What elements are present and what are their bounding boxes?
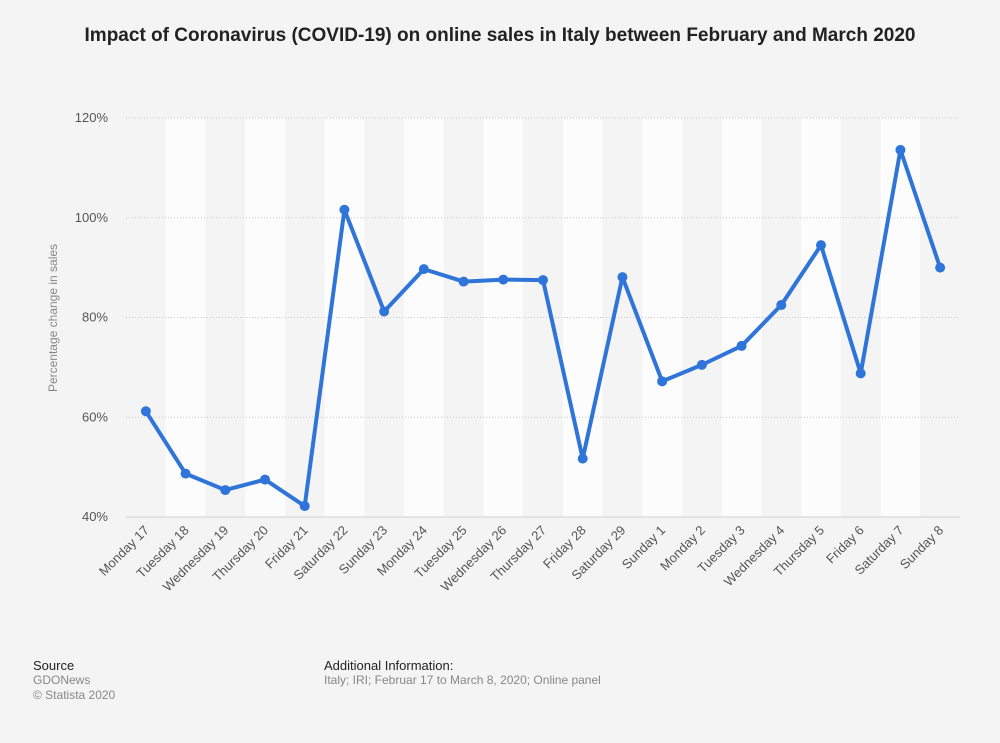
data-point (696, 359, 707, 370)
data-point (776, 300, 787, 311)
data-point (816, 240, 826, 251)
data-point (498, 274, 509, 285)
data-point (895, 144, 906, 155)
source-block: Source GDONews © Statista 2020 (33, 658, 115, 703)
data-point (418, 264, 429, 275)
y-axis-label: Percentage change in sales (46, 244, 60, 392)
data-point (577, 453, 588, 464)
y-tick-label: 120% (75, 110, 109, 125)
data-point (935, 262, 946, 273)
data-point (339, 204, 350, 215)
data-point (220, 485, 231, 496)
additional-info-block: Additional Information: Italy; IRI; Febr… (324, 658, 601, 688)
data-point (299, 501, 310, 512)
chart-title: Impact of Coronavirus (COVID-19) on onli… (84, 25, 916, 46)
data-point (458, 276, 469, 287)
data-point (617, 272, 628, 283)
series-sales-change (140, 144, 946, 512)
copyright: © Statista 2020 (33, 688, 116, 702)
data-point (140, 406, 151, 417)
plot-bands (165, 118, 921, 517)
data-point (657, 376, 668, 387)
source-label: Source (33, 658, 75, 673)
y-tick-label: 40% (82, 509, 108, 524)
x-tick-label: Sunday 8 (897, 523, 946, 572)
source-name: GDONews (33, 673, 91, 687)
data-point (736, 340, 747, 351)
y-tick-label: 60% (82, 409, 108, 424)
y-tick-label: 100% (75, 210, 109, 225)
data-point (855, 368, 866, 379)
y-axis-ticks: 40% 60% 80% 100% 120% (75, 110, 109, 524)
data-point (260, 474, 270, 485)
grid-lines (126, 117, 960, 518)
additional-info-label: Additional Information: (324, 658, 454, 673)
additional-info-text: Italy; IRI; Februar 17 to March 8, 2020;… (324, 673, 601, 687)
data-point (538, 275, 548, 286)
data-point (379, 306, 390, 317)
data-point (180, 468, 191, 479)
y-tick-label: 80% (82, 310, 108, 325)
